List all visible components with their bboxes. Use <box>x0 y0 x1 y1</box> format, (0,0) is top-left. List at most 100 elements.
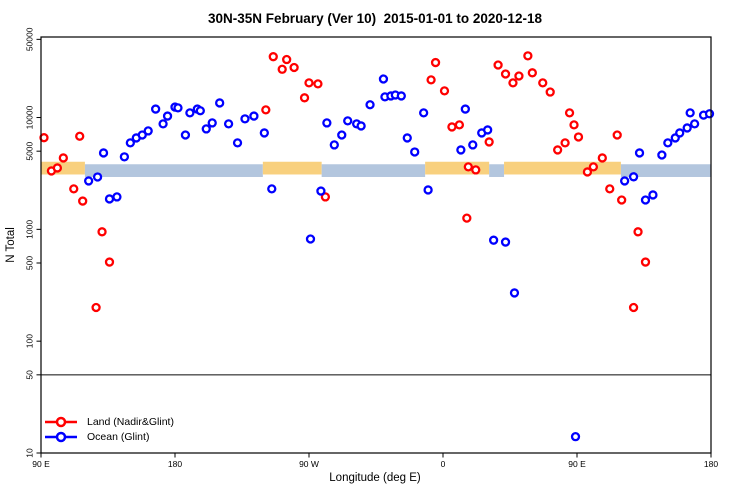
data-point-land <box>640 257 651 267</box>
data-point-land <box>508 78 518 88</box>
data-point-land <box>605 184 615 194</box>
chart-title: 30N-35N February (Ver 10) 2015-01-01 to … <box>208 11 542 26</box>
data-point-ocean <box>119 152 130 162</box>
data-point-land <box>552 145 563 155</box>
data-point-land <box>439 86 450 96</box>
data-point-land <box>493 60 503 70</box>
data-point-ocean <box>316 186 326 196</box>
data-point-land <box>289 62 299 73</box>
surface-band-ocean <box>620 164 711 177</box>
data-point-ocean <box>640 195 651 205</box>
x-tick-label: 180 <box>704 459 718 469</box>
data-point-ocean <box>343 116 353 126</box>
data-point-ocean <box>180 130 191 140</box>
data-point-land <box>462 213 472 223</box>
data-point-ocean <box>232 138 243 148</box>
y-tick-label: 50 <box>25 370 35 380</box>
data-point-ocean <box>396 91 406 101</box>
surface-band-land <box>504 161 621 175</box>
x-tick-label: 180 <box>168 459 182 469</box>
ocean-series-marker-icon <box>45 431 77 442</box>
data-point-ocean <box>143 126 153 136</box>
data-point-land <box>261 105 271 115</box>
data-point-land <box>588 162 599 172</box>
data-point-ocean <box>267 184 277 194</box>
data-point-ocean <box>223 119 234 129</box>
x-tick-label: 0 <box>441 459 446 469</box>
data-point-ocean <box>648 190 658 200</box>
data-point-land <box>268 52 278 62</box>
data-point-land <box>426 75 436 85</box>
data-point-ocean <box>378 74 389 84</box>
data-point-land <box>463 162 473 172</box>
data-point-ocean <box>240 114 250 124</box>
data-point-ocean <box>402 133 412 143</box>
data-point-ocean <box>509 288 520 298</box>
data-point-land <box>97 227 107 237</box>
data-point-ocean <box>305 234 316 244</box>
data-point-land <box>573 132 584 142</box>
data-point-land <box>282 54 292 65</box>
x-tick-label: 90 E <box>32 459 50 469</box>
data-point-ocean <box>628 172 639 182</box>
data-point-ocean <box>329 140 339 150</box>
data-point-land <box>560 138 570 148</box>
y-tick-label: 5000 <box>25 141 35 160</box>
y-tick-label: 10000 <box>25 105 35 129</box>
data-point-ocean <box>83 176 94 186</box>
data-point-land <box>454 120 465 130</box>
surface-band-ocean <box>321 164 426 177</box>
data-point-land <box>320 192 331 202</box>
data-point-ocean <box>634 148 645 158</box>
data-point-land <box>527 68 537 78</box>
data-point-ocean <box>456 145 466 155</box>
legend-item-land: Land (Nadir&Glint) <box>44 414 174 429</box>
data-point-land <box>617 195 627 205</box>
data-point-ocean <box>150 104 161 114</box>
y-tick-label: 10 <box>25 448 35 458</box>
surface-band-ocean <box>84 164 263 177</box>
data-point-land <box>447 122 457 132</box>
y-tick-label: 1000 <box>25 220 35 239</box>
data-point-ocean <box>112 192 122 202</box>
data-point-ocean <box>162 111 173 121</box>
data-point-ocean <box>675 128 685 138</box>
data-point-ocean <box>322 118 332 128</box>
data-point-land <box>569 120 579 130</box>
data-point-land <box>91 302 101 313</box>
data-point-ocean <box>689 119 700 129</box>
y-tick-label: 50000 <box>25 27 35 51</box>
data-point-ocean <box>249 111 259 121</box>
data-point-ocean <box>423 185 433 195</box>
data-point-ocean <box>418 108 429 118</box>
data-point-ocean <box>92 172 103 182</box>
data-point-ocean <box>125 138 135 148</box>
data-point-land <box>582 167 593 177</box>
surface-band-ocean <box>489 164 505 177</box>
data-point-land <box>564 108 575 118</box>
data-point-land <box>612 130 622 140</box>
data-point-ocean <box>98 148 109 158</box>
data-point-ocean <box>365 100 375 110</box>
data-point-land <box>277 64 287 74</box>
data-point-ocean <box>685 108 695 118</box>
data-point-ocean <box>201 124 211 134</box>
x-axis-title: Longitude (deg E) <box>329 472 421 484</box>
data-point-land <box>471 165 481 175</box>
plot-border <box>40 36 712 454</box>
data-point-land <box>523 51 533 61</box>
data-point-ocean <box>104 194 115 204</box>
data-point-ocean <box>185 108 195 118</box>
data-point-ocean <box>704 109 715 119</box>
data-point-ocean <box>410 147 420 157</box>
data-point-land <box>75 131 85 141</box>
data-point-ocean <box>500 237 511 247</box>
data-point-ocean <box>460 104 470 114</box>
data-point-ocean <box>483 125 493 135</box>
data-point-land <box>58 153 68 163</box>
data-point-land <box>514 71 524 81</box>
data-point-ocean <box>570 432 581 442</box>
legend: Land (Nadir&Glint) Ocean (Glint) <box>44 414 174 444</box>
data-point-land <box>299 93 310 103</box>
legend-label-land: Land (Nadir&Glint) <box>87 415 174 428</box>
